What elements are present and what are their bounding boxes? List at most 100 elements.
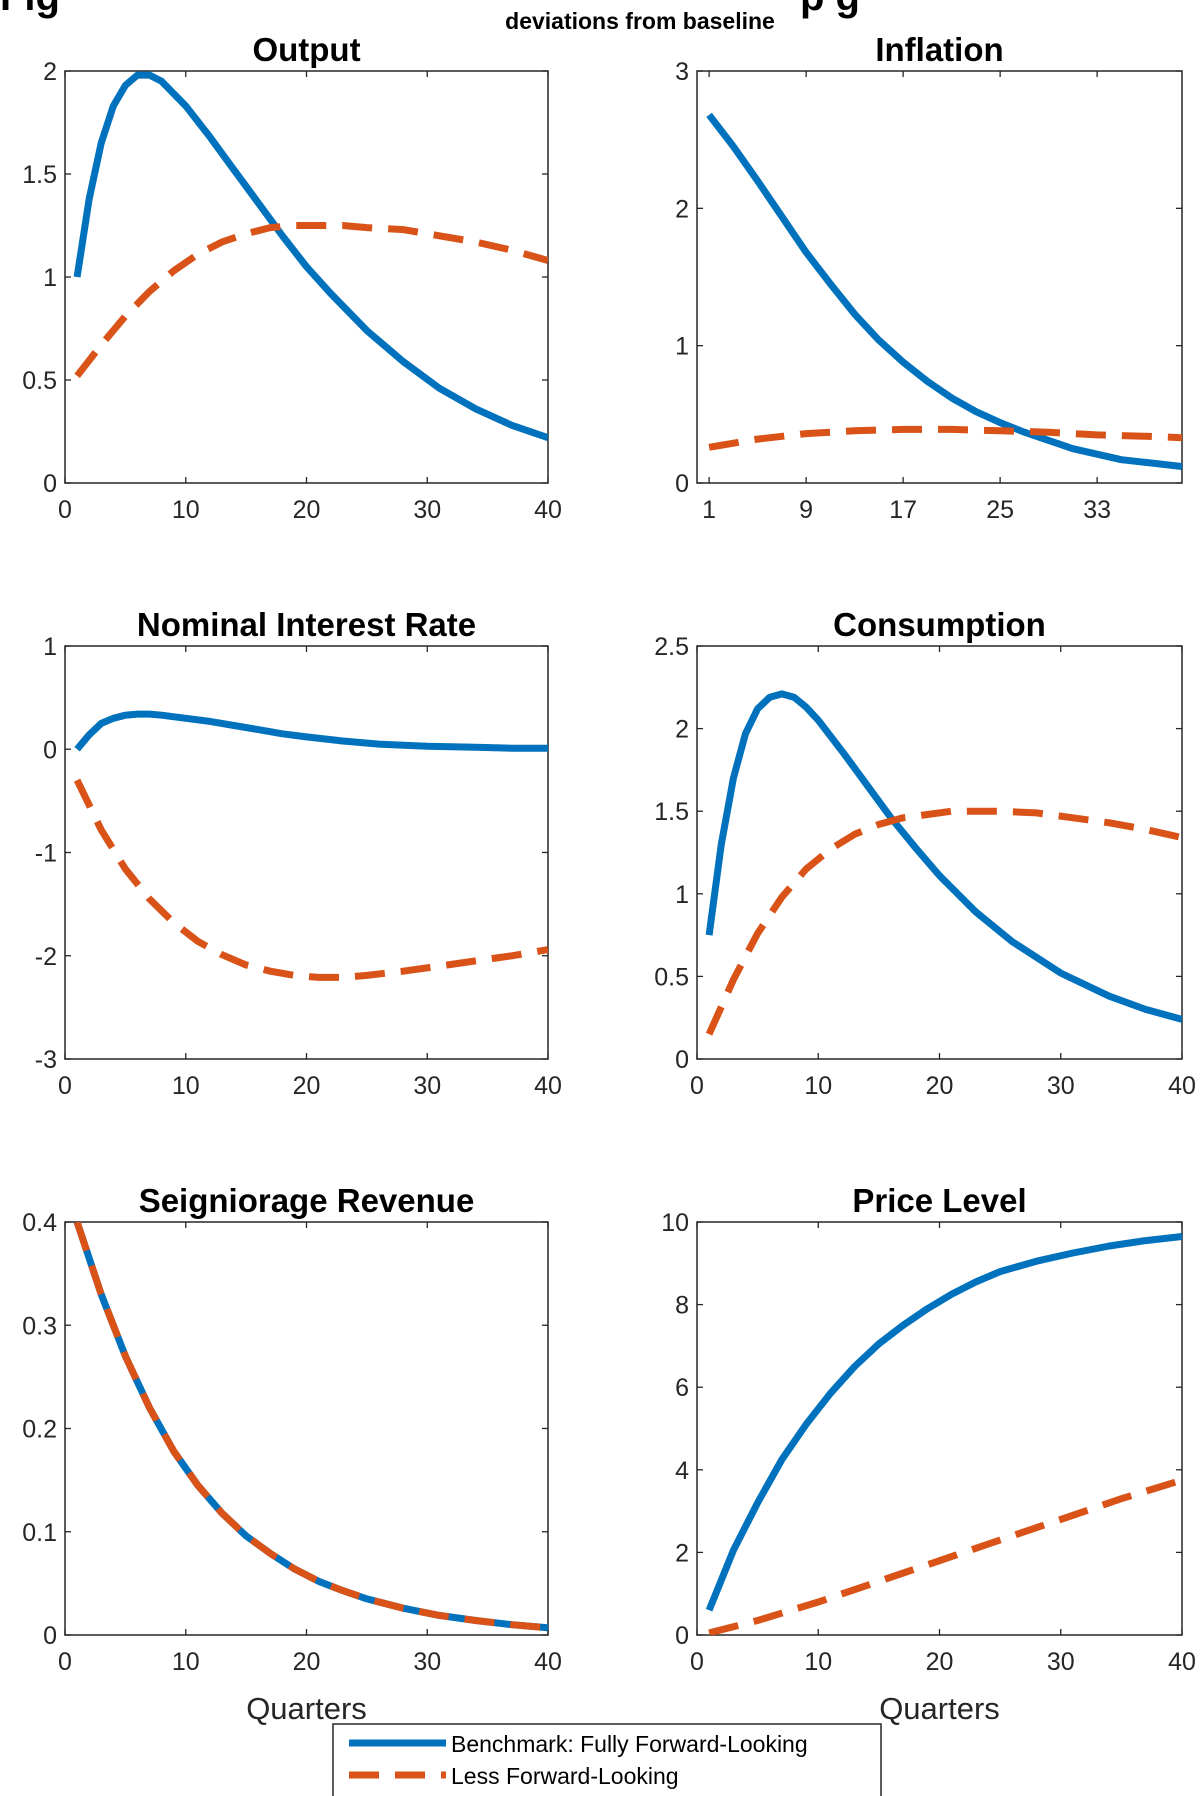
series-less-forward-line bbox=[705, 807, 1182, 1036]
y-tick-label: 3 bbox=[675, 58, 689, 86]
x-tick-label: 10 bbox=[172, 496, 200, 524]
y-tick-label: -1 bbox=[35, 840, 57, 868]
y-tick-label: 0.1 bbox=[22, 1519, 57, 1547]
series-benchmark-line bbox=[706, 112, 1182, 470]
y-tick-label: 0 bbox=[675, 470, 689, 498]
y-tick-label: 0.2 bbox=[22, 1416, 57, 1444]
y-tick-label: 2 bbox=[675, 716, 689, 744]
y-tick-label: 1.5 bbox=[22, 161, 57, 189]
x-tick-label: 25 bbox=[986, 496, 1014, 524]
chart-panel-5: 0 10 20 30 40 0 2 4 6 8 10 Price Level Quarters bbox=[661, 1182, 1196, 1726]
legend-box bbox=[332, 1723, 882, 1796]
y-tick-label: 1 bbox=[675, 333, 689, 361]
x-tick-label: 0 bbox=[690, 1648, 704, 1676]
y-tick-label: 0 bbox=[43, 470, 57, 498]
y-tick-label: 0 bbox=[675, 1622, 689, 1650]
y-tick-label: 0.4 bbox=[22, 1209, 57, 1237]
y-tick-label: 2 bbox=[675, 195, 689, 223]
legend-entry-benchmark: Benchmark: Fully Forward-Looking bbox=[451, 1731, 808, 1757]
y-tick-label: 1 bbox=[43, 633, 57, 661]
y-tick-label: 4 bbox=[675, 1457, 689, 1485]
x-tick-label: 33 bbox=[1083, 496, 1111, 524]
x-tick-label: 10 bbox=[172, 1072, 200, 1100]
plot-area bbox=[696, 1221, 1183, 1636]
figure-title-fragment-right: p g bbox=[800, 0, 860, 19]
legend: Benchmark: Fully Forward-Looking Less Fo… bbox=[332, 1723, 882, 1796]
y-tick-label: -2 bbox=[35, 943, 57, 971]
x-tick-label: 0 bbox=[58, 1072, 72, 1100]
x-axis-label: Quarters bbox=[246, 1691, 367, 1726]
plot-area bbox=[64, 1221, 549, 1636]
x-tick-label: 20 bbox=[293, 1648, 321, 1676]
x-tick-label: 20 bbox=[293, 496, 321, 524]
panel-title: Seigniorage Revenue bbox=[139, 1182, 475, 1219]
x-tick-label: 0 bbox=[690, 1072, 704, 1100]
plot-area bbox=[696, 70, 1183, 484]
figure-subtitle: deviations from baseline bbox=[505, 8, 775, 34]
plot-area bbox=[64, 645, 549, 1060]
y-tick-label: 1 bbox=[43, 264, 57, 292]
series-benchmark-line bbox=[705, 1233, 1182, 1612]
figure-title-fragment: Fig bbox=[0, 0, 60, 19]
y-tick-label: 1.5 bbox=[654, 798, 689, 826]
series-less-forward-line bbox=[708, 1476, 1182, 1635]
series-less-forward-line bbox=[708, 425, 1182, 451]
series-benchmark-line bbox=[74, 710, 548, 752]
y-tick-label: 8 bbox=[675, 1292, 689, 1320]
panel-title: Price Level bbox=[852, 1182, 1026, 1219]
y-tick-label: 6 bbox=[675, 1374, 689, 1402]
x-tick-label: 10 bbox=[172, 1648, 200, 1676]
series-benchmark-line bbox=[705, 690, 1182, 1023]
x-tick-label: 0 bbox=[58, 1648, 72, 1676]
x-tick-label: 40 bbox=[1168, 1648, 1196, 1676]
x-tick-label: 40 bbox=[534, 496, 562, 524]
chart-panel-4: 0 10 20 30 40 0 0.1 0.2 0.3 0.4 Seigniorage Revenu… bbox=[22, 1182, 562, 1726]
x-tick-label: 30 bbox=[1047, 1648, 1075, 1676]
panel-title: Inflation bbox=[875, 31, 1003, 68]
x-tick-label: 40 bbox=[534, 1072, 562, 1100]
x-tick-label: 17 bbox=[889, 496, 917, 524]
y-tick-label: 2 bbox=[675, 1539, 689, 1567]
x-tick-label: 10 bbox=[804, 1072, 832, 1100]
x-tick-label: 9 bbox=[799, 496, 813, 524]
series-less-forward-line bbox=[73, 1222, 548, 1632]
x-tick-label: 1 bbox=[702, 496, 716, 524]
x-axis-label: Quarters bbox=[879, 1691, 1000, 1726]
legend-entry-less: Less Forward-Looking bbox=[451, 1763, 679, 1789]
plot-area bbox=[64, 70, 549, 484]
y-tick-label: 2.5 bbox=[654, 633, 689, 661]
series-benchmark-line bbox=[73, 71, 548, 442]
y-tick-label: 0 bbox=[43, 736, 57, 764]
x-tick-label: 20 bbox=[926, 1072, 954, 1100]
x-tick-label: 30 bbox=[413, 1648, 441, 1676]
y-tick-label: 0 bbox=[43, 1622, 57, 1650]
y-tick-label: 10 bbox=[661, 1209, 689, 1237]
chart-panel-2: 0 10 20 30 40 -3 -2 -1 0 1 Nominal Interest Rate bbox=[35, 606, 562, 1100]
x-tick-label: 40 bbox=[534, 1648, 562, 1676]
y-tick-label: 0.5 bbox=[22, 367, 57, 395]
y-tick-label: 2 bbox=[43, 58, 57, 86]
panel-title: Output bbox=[252, 31, 360, 68]
y-tick-label: 0.5 bbox=[654, 963, 689, 991]
y-tick-label: 0 bbox=[675, 1046, 689, 1074]
x-tick-label: 20 bbox=[293, 1072, 321, 1100]
panel-title: Consumption bbox=[833, 606, 1046, 643]
series-less-forward-line bbox=[74, 222, 548, 379]
y-tick-label: 1 bbox=[675, 881, 689, 909]
y-tick-label: 0.3 bbox=[22, 1312, 57, 1340]
chart-panel-0: 0 10 20 30 40 0 0.5 1 1.5 2 Output bbox=[22, 31, 562, 524]
x-tick-label: 30 bbox=[413, 496, 441, 524]
x-tick-label: 0 bbox=[58, 496, 72, 524]
x-tick-label: 30 bbox=[413, 1072, 441, 1100]
y-tick-label: -3 bbox=[35, 1046, 57, 1074]
x-tick-label: 20 bbox=[926, 1648, 954, 1676]
chart-panel-3: 0 10 20 30 40 0 0.5 1 1.5 2 2.5 Consumption bbox=[654, 606, 1196, 1100]
x-tick-label: 30 bbox=[1047, 1072, 1075, 1100]
series-less-forward-line bbox=[73, 778, 548, 981]
x-tick-label: 10 bbox=[804, 1648, 832, 1676]
x-tick-label: 40 bbox=[1168, 1072, 1196, 1100]
panel-title: Nominal Interest Rate bbox=[137, 606, 476, 643]
